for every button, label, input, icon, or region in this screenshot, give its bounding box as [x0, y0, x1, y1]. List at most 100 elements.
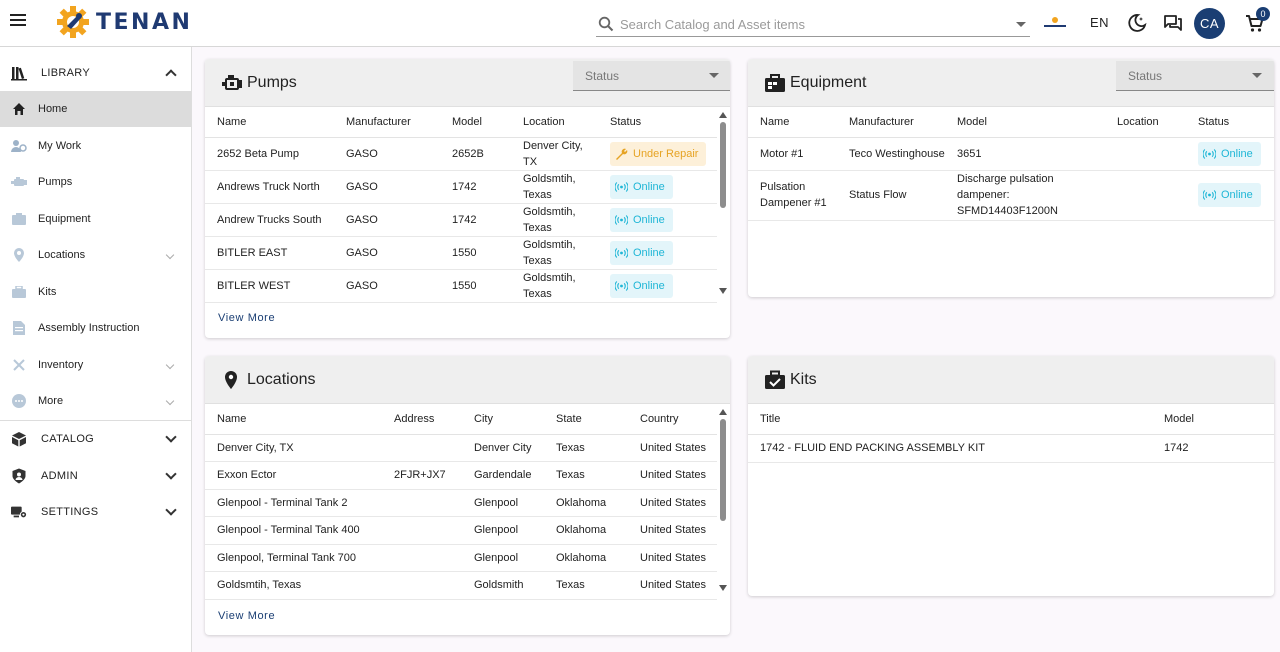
equipment-status-filter[interactable]: Status [1116, 61, 1274, 91]
column-header[interactable]: Location [511, 107, 598, 138]
status-filter-label: Status [585, 68, 620, 83]
table-row[interactable]: Denver City, TX Denver City Texas United… [205, 434, 717, 462]
column-header[interactable]: Manufacturer [837, 107, 945, 138]
kits-card-header: Kits [748, 356, 1274, 404]
sidebar-section-label: SETTINGS [41, 506, 99, 518]
table-row[interactable]: Motor #1 Teco Westinghouse 3651 Online [748, 137, 1274, 171]
table-row[interactable]: Glenpool - Terminal Tank 400 Glenpool Ok… [205, 516, 717, 545]
chevron-down-icon [165, 504, 177, 516]
column-header[interactable]: Model [1152, 404, 1274, 435]
settings-icon [11, 504, 27, 520]
sidebar-section-admin[interactable]: ADMIN [0, 458, 191, 494]
column-header[interactable]: City [462, 404, 544, 435]
equipment-manufacturer: Status Flow [837, 170, 945, 221]
sidebar-divider [0, 420, 191, 421]
table-row[interactable]: Andrew Trucks South GASO 1742 Goldsmtih,… [205, 203, 717, 237]
sidebar-item-pumps[interactable]: Pumps [0, 164, 191, 200]
table-row[interactable]: Glenpool, Terminal Tank 700 Glenpool Okl… [205, 544, 717, 572]
table-row[interactable]: Glenpool - Terminal Tank 2 Glenpool Okla… [205, 489, 717, 517]
dark-mode-icon[interactable] [1127, 13, 1147, 33]
status-filter-label: Status [1128, 68, 1163, 83]
kit-icon [11, 284, 27, 300]
sidebar-item-label: My Work [38, 140, 82, 152]
pumps-status-filter[interactable]: Status [573, 61, 730, 91]
scroll-up-arrow-icon[interactable] [719, 112, 727, 118]
sidebar-section-settings[interactable]: SETTINGS [0, 494, 191, 530]
sidebar-item-kits[interactable]: Kits [0, 274, 191, 310]
location-city: Glenpool [462, 544, 544, 572]
status-chip-under-repair: Under Repair [610, 141, 707, 166]
location-state: Texas [544, 434, 628, 462]
sidebar-item-equipment[interactable]: Equipment [0, 201, 191, 237]
column-header[interactable]: Country [628, 404, 717, 435]
scroll-down-arrow-icon[interactable] [719, 585, 727, 591]
language-selector[interactable]: EN [1090, 15, 1110, 30]
equipment-manufacturer: Teco Westinghouse [837, 137, 945, 171]
status-chip-online: Online [610, 207, 673, 232]
scroll-down-arrow-icon[interactable] [719, 288, 727, 294]
search-dropdown-icon[interactable] [1016, 21, 1026, 27]
sidebar-item-assembly-instruction[interactable]: Assembly Instruction [0, 310, 191, 346]
column-header[interactable]: Name [748, 107, 837, 138]
location-city: Denver City [462, 434, 544, 462]
sidebar-section-catalog[interactable]: CATALOG [0, 421, 191, 457]
scroll-thumb[interactable] [720, 419, 726, 521]
table-row[interactable]: BITLER EAST GASO 1550 Goldsmtih, Texas O… [205, 236, 717, 270]
location-address [382, 489, 462, 517]
pump-name: 2652 Beta Pump [205, 137, 334, 171]
sidebar-item-inventory[interactable]: Inventory [0, 347, 191, 383]
sidebar-item-locations[interactable]: Locations [0, 237, 191, 273]
scroll-up-arrow-icon[interactable] [719, 409, 727, 415]
user-avatar[interactable]: CA [1194, 8, 1225, 39]
column-header[interactable]: Name [205, 404, 382, 435]
location-name: Goldsmtih, Texas [205, 571, 382, 600]
pumps-view-more-link[interactable]: View More [218, 312, 276, 324]
equipment-name: Motor #1 [748, 137, 837, 171]
equipment-icon [11, 211, 27, 227]
chat-icon[interactable] [1163, 13, 1183, 33]
column-header[interactable]: Model [945, 107, 1105, 138]
pumps-scrollbar[interactable] [719, 112, 727, 296]
column-header[interactable]: Status [598, 107, 717, 138]
pumps-title: Pumps [247, 74, 297, 91]
column-header[interactable]: Address [382, 404, 462, 435]
locations-table: Name Address City State Country Denver C… [205, 404, 717, 600]
column-header[interactable]: Status [1186, 107, 1274, 138]
column-header[interactable]: Name [205, 107, 334, 138]
top-bar: TENAN EN CA 0 [0, 0, 1280, 47]
signal-icon [615, 181, 628, 192]
column-header[interactable]: Model [440, 107, 511, 138]
status-text: Under Repair [633, 147, 699, 160]
table-row[interactable]: Andrews Truck North GASO 1742 Goldsmtih,… [205, 170, 717, 204]
table-row[interactable]: Exxon Ector 2FJR+JX7 Gardendale Texas Un… [205, 461, 717, 490]
column-header[interactable]: Manufacturer [334, 107, 440, 138]
search-bar[interactable] [596, 12, 1030, 37]
location-pin-icon [225, 371, 237, 389]
column-header[interactable]: Location [1105, 107, 1186, 138]
equipment-model: Discharge pulsation dampener: SFMD14403F… [945, 170, 1105, 221]
sidebar-item-my-work[interactable]: My Work [0, 128, 191, 164]
status-chip-online: Online [1198, 183, 1261, 207]
search-input[interactable] [620, 16, 1016, 32]
table-row[interactable]: Goldsmtih, Texas Goldsmith Texas United … [205, 571, 717, 600]
locations-scrollbar[interactable] [719, 409, 727, 593]
app-logo[interactable]: TENAN [54, 4, 192, 40]
table-row[interactable]: BITLER WEST GASO 1550 Goldsmtih, Texas O… [205, 269, 717, 303]
pump-manufacturer: GASO [334, 170, 440, 204]
locations-card: Locations Name Address City State Countr… [205, 356, 730, 635]
status-chip-online: Online [610, 174, 673, 199]
table-row[interactable]: 1742 - FLUID END PACKING ASSEMBLY KIT 17… [748, 434, 1274, 463]
locations-card-header: Locations [205, 356, 730, 404]
table-row[interactable]: Pulsation Dampener #1 Status Flow Discha… [748, 170, 1274, 221]
kits-card: Kits Title Model 1742 - FLUID END PACKIN… [748, 356, 1274, 596]
scroll-thumb[interactable] [720, 122, 726, 208]
sidebar-item-home[interactable]: Home [0, 91, 191, 127]
table-row[interactable]: 2652 Beta Pump GASO 2652B Denver City, T… [205, 137, 717, 171]
pump-icon [222, 75, 242, 90]
locations-view-more-link[interactable]: View More [218, 610, 276, 622]
menu-icon[interactable] [10, 14, 26, 28]
sidebar-item-more[interactable]: More [0, 383, 191, 419]
column-header[interactable]: State [544, 404, 628, 435]
column-header[interactable]: Title [748, 404, 1152, 435]
sidebar-section-library[interactable]: LIBRARY [0, 55, 191, 91]
